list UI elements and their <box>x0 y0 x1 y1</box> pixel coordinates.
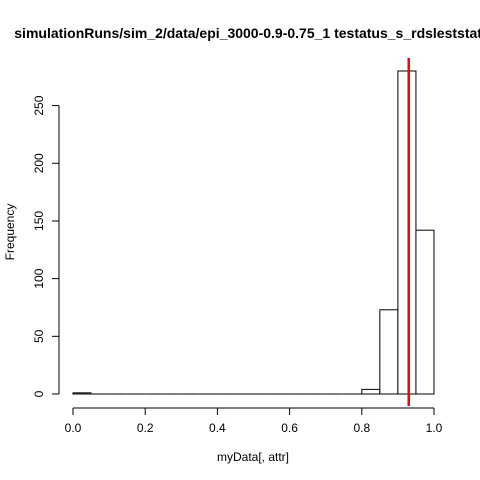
x-tick-label: 0.4 <box>209 421 226 435</box>
y-tick-label: 0 <box>32 390 46 397</box>
histogram-bar <box>361 388 381 395</box>
y-tick-label: 200 <box>32 153 46 173</box>
y-axis: 0 50 100 150 200 250 <box>32 95 60 397</box>
y-tick-label: 100 <box>32 268 46 288</box>
histogram-bar <box>415 229 435 395</box>
x-tick-label: 0.6 <box>281 421 298 435</box>
chart-title: simulationRuns/sim_2/data/epi_3000-0.9-0… <box>14 25 480 41</box>
y-tick-label: 250 <box>32 95 46 115</box>
x-tick-label: 0.2 <box>137 421 154 435</box>
x-axis-label: myData[, attr] <box>217 450 289 464</box>
x-axis: 0.0 0.2 0.4 0.6 0.8 1.0 <box>65 407 443 435</box>
x-tick-label: 1.0 <box>426 421 443 435</box>
histogram-bar <box>72 392 92 395</box>
histogram-bars <box>72 70 435 395</box>
histogram-bar <box>397 70 417 395</box>
x-tick-label: 0.0 <box>65 421 82 435</box>
y-axis-label: Frequency <box>3 204 17 261</box>
y-tick-label: 50 <box>32 329 46 343</box>
y-tick-label: 150 <box>32 211 46 231</box>
histogram-bar <box>379 309 399 395</box>
x-tick-label: 0.8 <box>353 421 370 435</box>
